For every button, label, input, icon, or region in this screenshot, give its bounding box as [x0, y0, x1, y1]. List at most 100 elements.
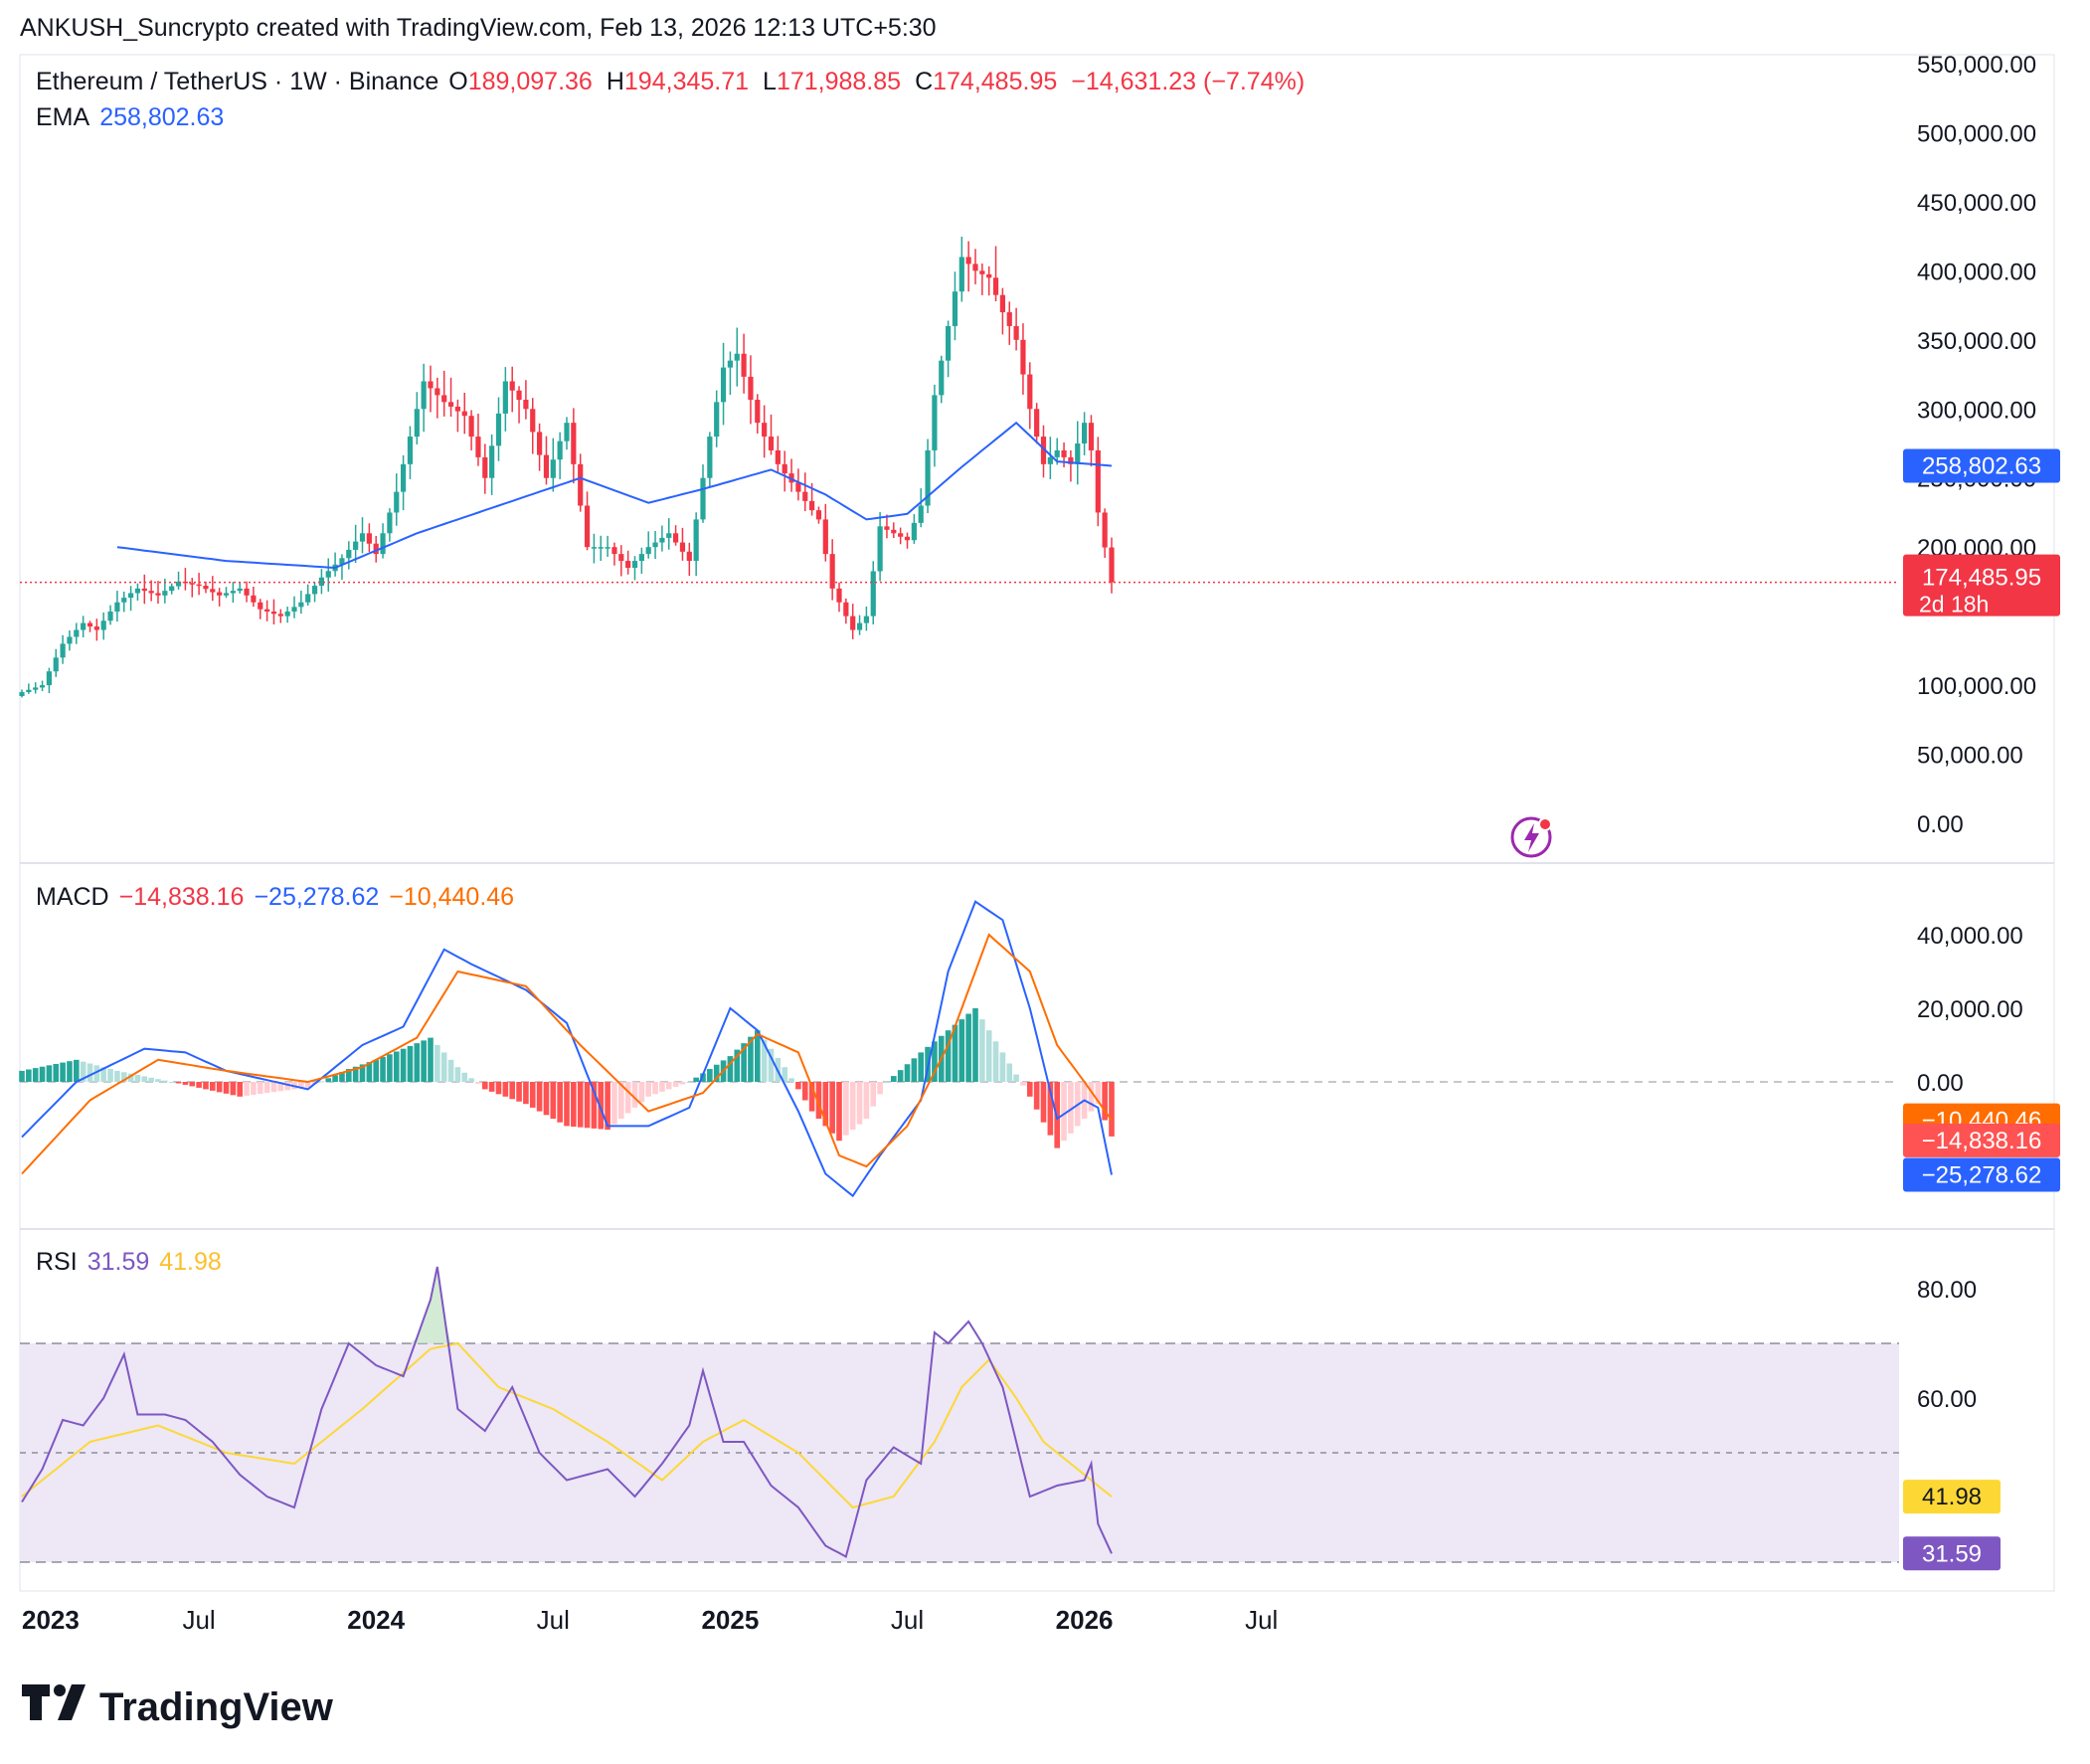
- symbol-legend[interactable]: Ethereum / TetherUS · 1W · Binance O189,0…: [36, 68, 1314, 96]
- macd-histogram-bar: [216, 1082, 223, 1093]
- macd-histogram-bar: [822, 1082, 829, 1127]
- last-price-badge: [1903, 554, 2060, 617]
- candle-body: [939, 360, 945, 396]
- macd-histogram-bar: [829, 1082, 835, 1134]
- candle-body: [741, 353, 747, 377]
- macd-histogram-bar: [543, 1082, 550, 1116]
- candle-body: [121, 598, 127, 603]
- candle-body: [244, 588, 250, 596]
- macd-histogram-bar: [843, 1082, 849, 1136]
- candle-body: [1027, 374, 1033, 410]
- price-axis-tick: 350,000.00: [1917, 328, 2036, 355]
- price-axis-tick: 450,000.00: [1917, 190, 2036, 217]
- candle-body: [584, 505, 591, 548]
- bolt-icon[interactable]: [1510, 816, 1552, 858]
- time-axis-tick: Jul: [182, 1605, 215, 1635]
- candle-body: [298, 602, 304, 608]
- candle-body: [673, 533, 679, 543]
- macd-histogram-bar: [1088, 1082, 1095, 1112]
- ohlc-change: −14,631.23 (−7.74%): [1071, 68, 1306, 95]
- candle-body: [414, 409, 420, 438]
- candle-body: [210, 589, 216, 593]
- macd-signal-line: [21, 933, 1113, 1175]
- macd-axis-tick: 40,000.00: [1917, 923, 2023, 950]
- macd-line-badge-text: −25,278.62: [1922, 1162, 2042, 1189]
- candle-body: [217, 592, 223, 596]
- bolt-icon-ring: [1510, 816, 1552, 858]
- macd-histogram-bar: [1102, 1082, 1108, 1121]
- time-axis-tick: 2025: [701, 1605, 759, 1635]
- macd-histogram-bar: [768, 1048, 775, 1082]
- candle-body: [911, 522, 917, 541]
- time-axis-tick: Jul: [537, 1605, 570, 1635]
- price-axis-tick: 300,000.00: [1917, 397, 2036, 424]
- macd-histogram-bar: [911, 1058, 918, 1082]
- candle-body: [815, 510, 822, 520]
- candle-body: [468, 416, 474, 438]
- macd-histogram-bar: [1006, 1063, 1013, 1082]
- macd-histogram-bar: [1020, 1082, 1026, 1086]
- rsi-badge-text: 31.59: [1922, 1540, 1982, 1567]
- candle-body: [509, 381, 515, 391]
- candle-body: [645, 547, 651, 555]
- macd-line-value: −25,278.62: [254, 883, 380, 911]
- candle-body: [114, 602, 120, 613]
- macd-histogram-bar: [645, 1082, 651, 1097]
- candle-body: [46, 671, 52, 686]
- macd-histogram-bar: [638, 1082, 645, 1103]
- ema-line: [116, 421, 1113, 570]
- rsi-line: [21, 1266, 1113, 1558]
- candle-body: [223, 593, 230, 596]
- price-pane[interactable]: [19, 236, 1899, 698]
- candle-body: [325, 571, 331, 578]
- macd-histogram-bar: [1047, 1082, 1054, 1136]
- macd-histogram-bar: [87, 1063, 93, 1082]
- macd-histogram-bar: [318, 1081, 325, 1083]
- macd-histogram-bar: [284, 1082, 290, 1091]
- candle-body: [550, 459, 556, 478]
- tradingview-logo[interactable]: TradingView: [22, 1684, 333, 1730]
- macd-histogram-bar: [251, 1082, 257, 1095]
- macd-histogram-bar: [952, 1024, 958, 1082]
- rsi-pane[interactable]: [20, 1266, 1899, 1563]
- macd-histogram-bar: [373, 1059, 379, 1082]
- macd-histogram-bar: [400, 1048, 407, 1082]
- candle-body: [564, 423, 570, 441]
- macd-legend[interactable]: MACD −14,838.16 −25,278.62 −10,440.46: [36, 883, 524, 912]
- price-axis-tick: 550,000.00: [1917, 52, 2036, 79]
- macd-histogram-bar: [435, 1045, 440, 1082]
- candle-body: [979, 270, 985, 274]
- rsi-legend[interactable]: RSI 31.59 41.98: [36, 1248, 232, 1277]
- candle-body: [884, 526, 890, 530]
- candle-body: [421, 381, 427, 410]
- macd-histogram-bar: [1068, 1082, 1074, 1134]
- macd-histogram-bar: [196, 1082, 202, 1088]
- candle-body: [952, 291, 958, 326]
- macd-histogram-bar: [359, 1064, 366, 1082]
- macd-histogram-bar: [713, 1064, 720, 1082]
- candle-body: [155, 593, 161, 596]
- candle-body: [707, 437, 713, 478]
- candle-body: [74, 629, 80, 637]
- candle-body: [836, 588, 842, 603]
- macd-histogram-bar: [755, 1030, 761, 1082]
- macd-histogram-bar: [107, 1069, 113, 1082]
- candle-body: [605, 547, 610, 549]
- macd-histogram-bar: [26, 1069, 32, 1082]
- macd-histogram-bar: [897, 1070, 904, 1082]
- macd-histogram-bar: [605, 1082, 610, 1131]
- macd-histogram-bar: [339, 1072, 345, 1082]
- macd-histogram-bar: [686, 1082, 693, 1083]
- macd-histogram-bar: [230, 1082, 237, 1096]
- macd-histogram-bar: [393, 1051, 400, 1082]
- candle-body: [33, 687, 39, 690]
- ema-legend[interactable]: EMA 258,802.63: [36, 103, 234, 132]
- candle-body: [81, 622, 87, 630]
- macd-pane[interactable]: [19, 900, 1899, 1198]
- candle-body: [461, 411, 467, 417]
- macd-histogram-bar: [591, 1082, 598, 1129]
- macd-histogram-bar: [672, 1082, 679, 1087]
- macd-signal-value: −10,440.46: [389, 883, 515, 911]
- candle-body: [495, 413, 502, 446]
- macd-histogram-bar: [263, 1082, 270, 1094]
